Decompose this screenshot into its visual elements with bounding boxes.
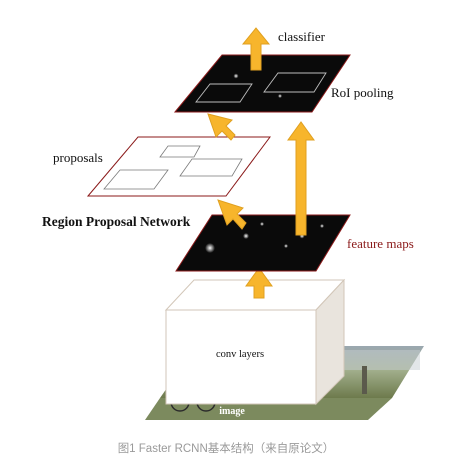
feature-maps: feature maps	[175, 214, 414, 272]
arrow-feature-to-roi	[287, 121, 315, 236]
arrow-conv-to-feature	[245, 267, 273, 299]
arrow-proposals-to-roi	[207, 113, 236, 141]
arrow-roi-to-classifier	[241, 27, 271, 71]
figure-caption: 图1 Faster RCNN基本结构（来自原论文）	[118, 441, 335, 455]
classifier-label: classifier	[278, 29, 326, 44]
proposal-box-1	[103, 169, 169, 190]
arrow-feature-to-proposals	[217, 199, 247, 230]
proposal-box-2	[179, 158, 243, 177]
image-label: image	[219, 406, 245, 417]
feature-maps-label: feature maps	[347, 236, 414, 251]
proposals-plane: proposals	[53, 136, 271, 197]
roi-pooling-label: RoI pooling	[331, 85, 394, 100]
roi-box-2	[263, 72, 327, 93]
proposal-box-3	[159, 145, 201, 158]
roi-pooling-map: RoI pooling	[173, 54, 394, 113]
proposals-label: proposals	[53, 150, 103, 165]
roi-box-1	[195, 83, 253, 103]
rpn-label: Region Proposal Network	[42, 214, 191, 229]
conv-layers-box: conv layers	[164, 278, 346, 406]
conv-layers-label: conv layers	[216, 349, 264, 360]
